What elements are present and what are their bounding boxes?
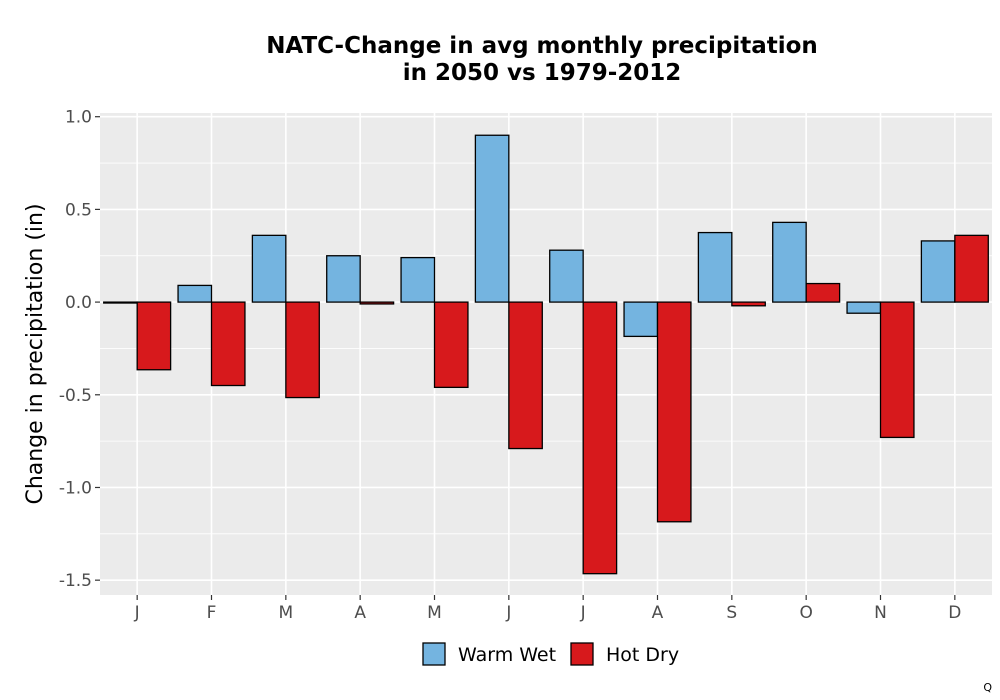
x-tick-label: J bbox=[134, 603, 140, 623]
bar-hot-dry-4 bbox=[433, 301, 469, 389]
bar-warm-wet-5 bbox=[474, 134, 510, 303]
x-tick-label: A bbox=[354, 603, 366, 623]
bar-warm-wet-10 bbox=[846, 301, 882, 314]
bar-hot-dry-8 bbox=[731, 301, 766, 307]
bar-warm-wet-8 bbox=[697, 231, 733, 303]
chart-title-line-1: NATC-Change in avg monthly precipitation bbox=[266, 33, 818, 59]
bar-warm-wet-0 bbox=[103, 301, 138, 304]
y-tick-label: -0.5 bbox=[59, 386, 92, 406]
bar-warm-wet-11 bbox=[920, 240, 956, 303]
x-tick-label: N bbox=[874, 603, 887, 623]
bar-hot-dry-2 bbox=[285, 301, 320, 399]
legend-label-1: Hot Dry bbox=[606, 644, 679, 666]
bar-hot-dry-7 bbox=[656, 301, 692, 523]
y-tick-label: -1.5 bbox=[59, 571, 92, 591]
x-tick-label: F bbox=[207, 603, 217, 623]
bar-hot-dry-6 bbox=[582, 301, 618, 575]
x-tick-label: J bbox=[580, 603, 586, 623]
bar-warm-wet-9 bbox=[772, 221, 807, 303]
plot-panel bbox=[100, 113, 992, 595]
bar-hot-dry-9 bbox=[805, 282, 841, 303]
corner-mark: Q bbox=[983, 681, 992, 694]
x-tick-label: M bbox=[427, 603, 442, 623]
y-tick-label: 0.0 bbox=[65, 293, 92, 313]
x-tick-label: O bbox=[799, 603, 812, 623]
bar-hot-dry-3 bbox=[359, 301, 395, 305]
chart-title-line-2: in 2050 vs 1979-2012 bbox=[402, 60, 682, 86]
x-tick-label: A bbox=[652, 603, 664, 623]
x-tick-label: S bbox=[726, 603, 737, 623]
x-tick-label: M bbox=[278, 603, 293, 623]
x-tick-label: J bbox=[505, 603, 511, 623]
x-tick-label: D bbox=[948, 603, 961, 623]
legend-key-1 bbox=[570, 642, 594, 666]
bar-warm-wet-4 bbox=[400, 256, 436, 303]
y-tick-label: 1.0 bbox=[65, 108, 92, 128]
bar-hot-dry-10 bbox=[879, 301, 915, 439]
bar-marks bbox=[103, 134, 989, 575]
legend: Warm Wet Hot Dry bbox=[422, 642, 679, 666]
y-tick-label: 0.5 bbox=[65, 200, 92, 220]
legend-label-0: Warm Wet bbox=[458, 644, 556, 666]
bar-hot-dry-0 bbox=[136, 301, 172, 371]
bar-warm-wet-3 bbox=[326, 255, 361, 303]
y-tick-label: -1.0 bbox=[59, 478, 92, 498]
bar-hot-dry-11 bbox=[954, 234, 989, 303]
bar-warm-wet-1 bbox=[177, 284, 213, 303]
y-axis-title: Change in precipitation (in) bbox=[23, 203, 48, 504]
bar-warm-wet-2 bbox=[251, 234, 287, 303]
bar-hot-dry-1 bbox=[210, 301, 246, 387]
y-axis: 1.0 0.5 0.0 -0.5 -1.0 -1.5 bbox=[59, 108, 100, 591]
minor-gridlines bbox=[100, 162, 992, 535]
bar-warm-wet-6 bbox=[549, 249, 584, 303]
legend-key-0 bbox=[422, 642, 446, 666]
bar-warm-wet-7 bbox=[623, 301, 659, 338]
bar-hot-dry-5 bbox=[508, 301, 543, 450]
